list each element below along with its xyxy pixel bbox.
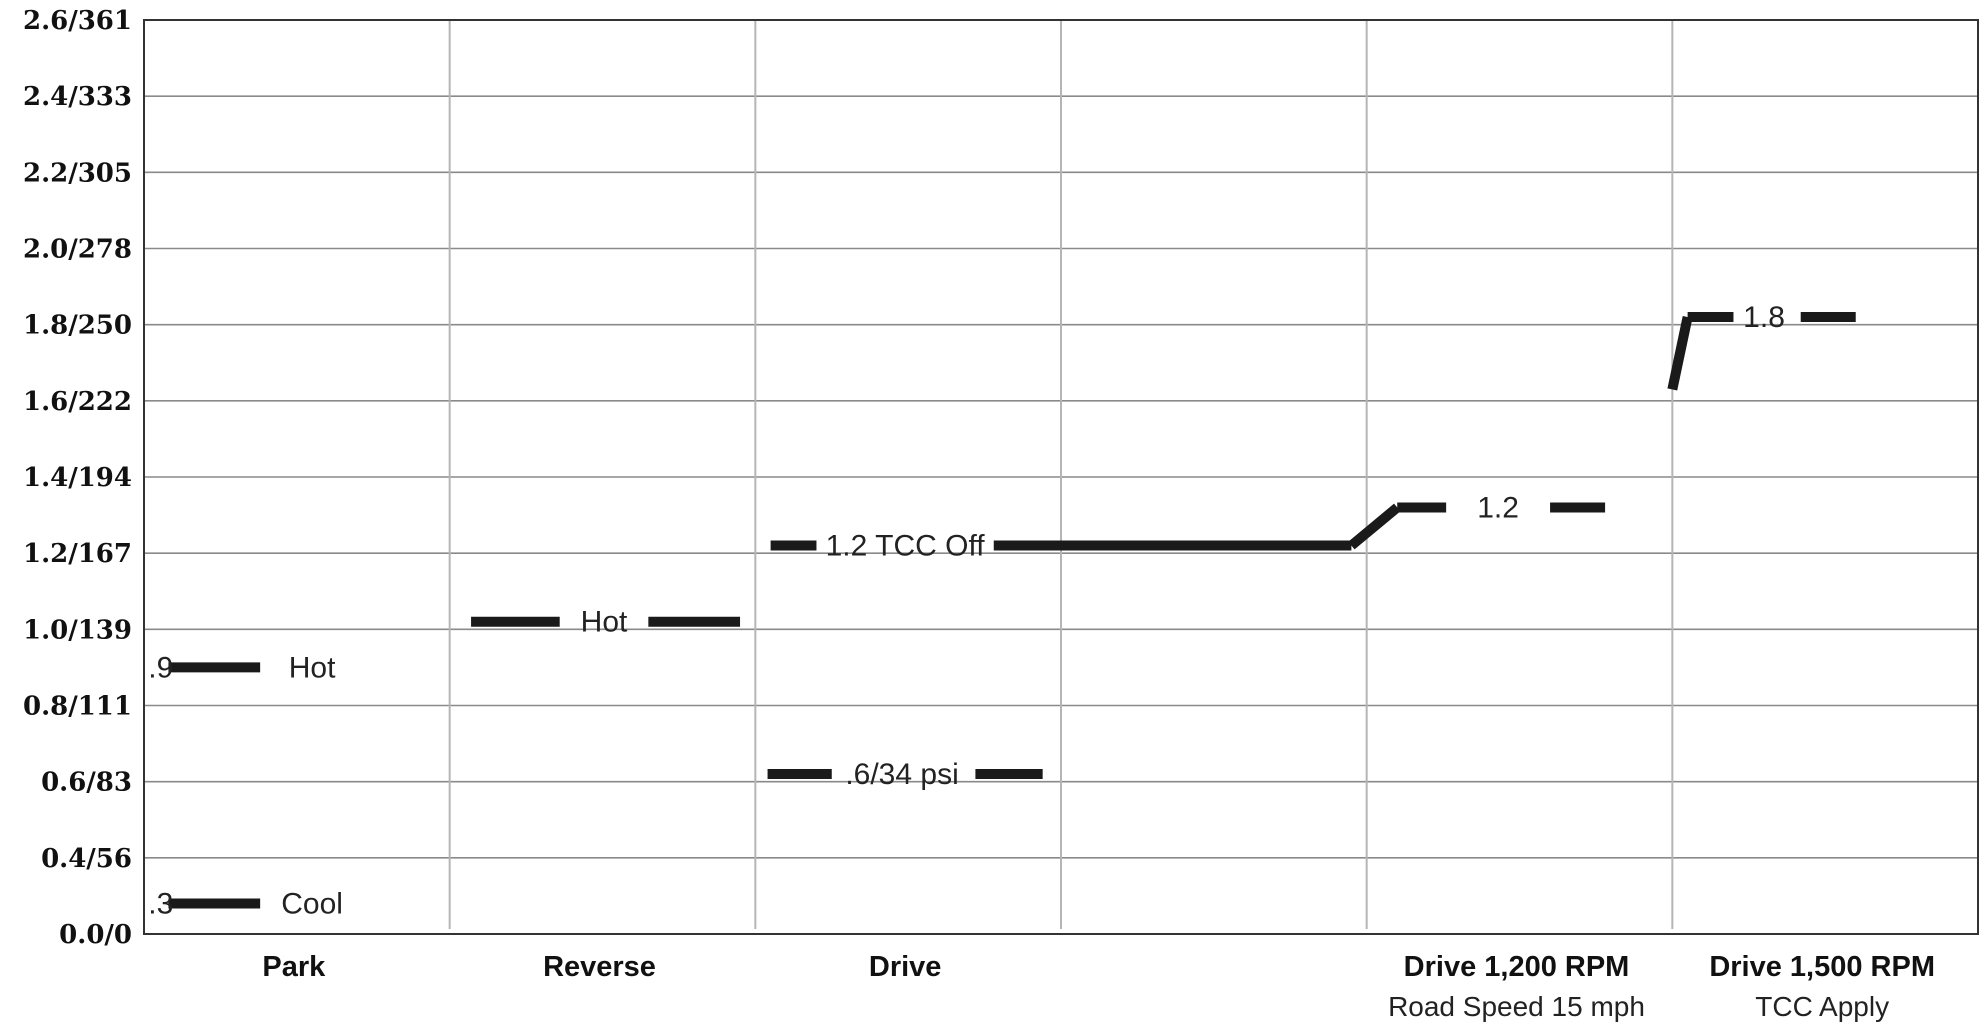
y-tick-label: 2.0/278 <box>23 235 132 265</box>
x-category-label: Drive 1,200 RPM <box>1404 951 1630 983</box>
data-label: .3 <box>148 888 173 921</box>
x-category-label: Reverse <box>543 951 656 983</box>
x-axis-categories: Park Reverse Drive Drive 1,200 RPM Road Spee… <box>262 951 1935 1022</box>
y-tick-label: 0.0/0 <box>59 920 132 950</box>
y-tick-label: 1.8/250 <box>23 311 132 341</box>
data-label: 1.8 <box>1743 301 1785 334</box>
y-tick-label: 0.8/111 <box>23 692 132 722</box>
y-tick-label: 2.2/305 <box>23 158 132 188</box>
annotations: .3 Cool .9 Hot Hot .6/34 psi 1.2 TCC Off 1.2 1.8 <box>148 301 1785 920</box>
x-category-label: Drive 1,500 RPM <box>1709 951 1935 983</box>
y-tick-label: 0.6/83 <box>41 768 132 798</box>
data-label: 1.2 TCC Off <box>826 530 986 563</box>
data-label: .9 <box>148 651 173 684</box>
series-lines <box>168 312 1856 909</box>
y-tick-label: 1.0/139 <box>23 615 132 645</box>
plot-frame <box>143 19 1979 935</box>
data-label: Cool <box>281 888 343 921</box>
data-label: 1.2 <box>1477 491 1519 524</box>
y-tick-label: 2.6/361 <box>23 6 132 36</box>
y-tick-label: 1.2/167 <box>23 539 132 569</box>
x-category-sublabel: TCC Apply <box>1755 991 1889 1022</box>
series-line-segment <box>1348 503 1401 550</box>
y-tick-label: 2.4/333 <box>23 82 132 112</box>
data-label: Hot <box>581 606 628 639</box>
grid <box>144 19 1978 935</box>
y-tick-label: 1.6/222 <box>23 387 132 417</box>
y-tick-label: 0.4/56 <box>41 844 132 874</box>
x-category-label: Park <box>262 951 326 983</box>
series-line-segment <box>1667 316 1693 391</box>
x-category-label: Drive <box>869 951 942 983</box>
y-tick-label: 1.4/194 <box>23 463 132 493</box>
data-label: Hot <box>289 651 336 684</box>
y-axis-ticks: 0.0/0 0.4/56 0.6/83 0.8/111 1.0/139 1.2/167 1.… <box>23 6 132 950</box>
x-category-sublabel: Road Speed 15 mph <box>1388 991 1645 1022</box>
data-label: .6/34 psi <box>845 758 958 791</box>
